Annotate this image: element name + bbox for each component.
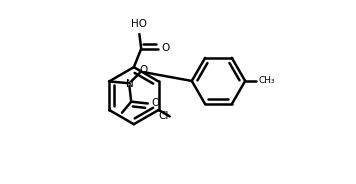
Text: O: O <box>139 65 147 75</box>
Text: O: O <box>151 98 160 109</box>
Text: N: N <box>126 79 134 89</box>
Text: CH₃: CH₃ <box>259 77 276 85</box>
Text: Cl: Cl <box>158 111 169 121</box>
Text: HO: HO <box>131 19 147 29</box>
Text: O: O <box>161 43 170 53</box>
